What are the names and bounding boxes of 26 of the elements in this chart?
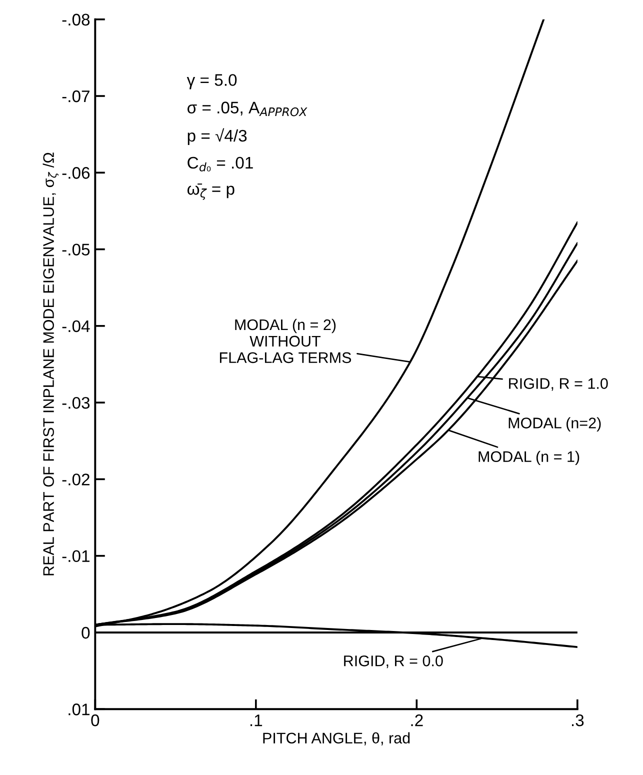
annotation: σ = .05, A$_{APPROX}$ [187, 102, 308, 116]
y-tick-label: -.01 [62, 550, 90, 562]
y-tick-label: -.07 [62, 90, 90, 102]
x-tick-label: .2 [411, 714, 423, 726]
annotation: C$_{d₀}$ = .01 [188, 156, 253, 172]
y-tick-label: .01 [68, 704, 90, 716]
annotation: γ = 5.0 [186, 74, 237, 90]
x-tick-label: .3 [572, 714, 584, 726]
y-tick-label: -.03 [62, 396, 90, 409]
x-axis-title: PITCH ANGLE, θ, rad [263, 732, 410, 746]
annotation: MODAL (n=2) [508, 417, 601, 432]
annotation: ω̄$_{ζ}$ = p [187, 184, 234, 200]
y-tick-label: -.08 [62, 14, 90, 26]
annotation: MODAL (n = 2) WITHOUT FLAG-LAG TERMS [220, 318, 352, 364]
y-tick-label: -.04 [62, 320, 90, 332]
y-tick-label: -.06 [62, 167, 90, 179]
y-tick-label: -.05 [62, 244, 90, 256]
annotation: p = √4/3 [188, 128, 247, 145]
x-tick-label: 0 [91, 714, 100, 726]
y-tick-label: 0 [82, 626, 90, 639]
annotation: RIGID, R = 0.0 [344, 656, 443, 668]
x-tick-label: .1 [250, 714, 262, 726]
y-tick-label: -.02 [62, 474, 90, 486]
y-axis-title: REAL PART OF FIRST INPLANE MODE EIGENVALUE, σ$_{ζ}$ /Ω [42, 152, 59, 576]
annotation: MODAL (n = 1) [478, 450, 580, 466]
annotation: RIGID, R = 1.0 [509, 378, 608, 391]
